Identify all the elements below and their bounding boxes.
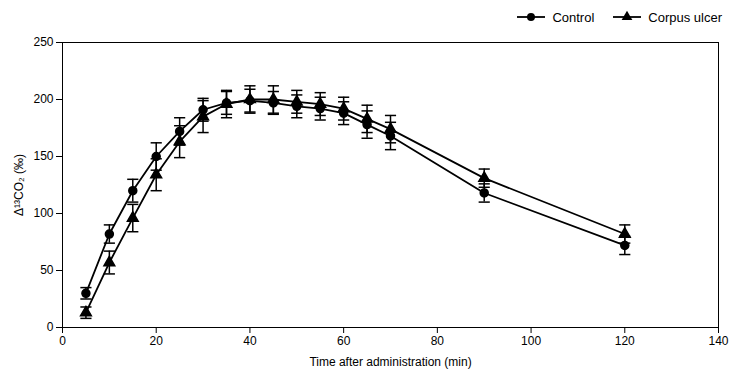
svg-text:250: 250: [33, 35, 53, 49]
svg-text:200: 200: [33, 92, 53, 106]
html-text:Corpus ulcer: Corpus ulcer: [648, 9, 722, 25]
svg-text:50: 50: [40, 263, 54, 277]
svg-text:120: 120: [615, 334, 635, 348]
svg-text:140: 140: [708, 334, 728, 348]
svg-text:0: 0: [59, 334, 66, 348]
svg-text:150: 150: [33, 149, 53, 163]
svg-text:80: 80: [431, 334, 445, 348]
svg-text:60: 60: [337, 334, 351, 348]
svg-text:100: 100: [521, 334, 541, 348]
svg-text:20: 20: [150, 334, 164, 348]
svg-text:0: 0: [47, 320, 54, 334]
svg-text:Time after administration (min: Time after administration (min): [309, 355, 471, 369]
svg-text:100: 100: [33, 206, 53, 220]
svg-text:Δ¹³CO₂ (‰): Δ¹³CO₂ (‰): [12, 154, 26, 216]
svg-text:40: 40: [243, 334, 257, 348]
html-text:Control: Control: [552, 9, 595, 25]
